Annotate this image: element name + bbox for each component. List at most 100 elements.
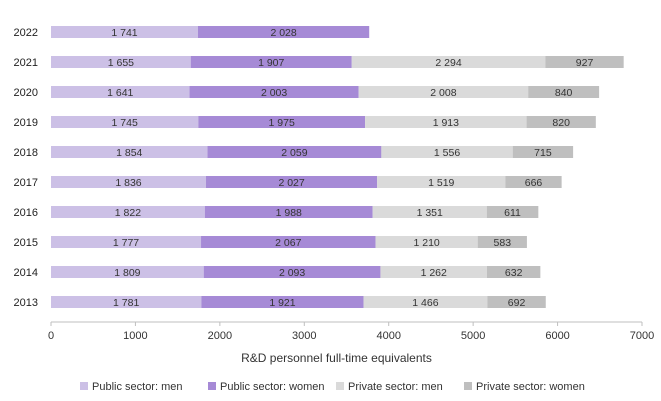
bar-segment [477,236,527,248]
data-label: 1 913 [433,117,459,129]
bar-segment [528,86,600,98]
bar-area: 1 741 2 028 1 655 1 907 2 294 927 1 641 2 003 2 … [51,26,624,309]
year-label: 2020 [14,87,38,99]
year-label: 2013 [14,297,38,309]
legend: Public sector: men Public sector: women Pr… [80,381,585,393]
bar-segment [51,236,202,248]
data-label: 1 351 [417,207,443,219]
data-label: 2 067 [275,237,301,249]
data-label: 2 008 [430,87,456,99]
data-label: 1 975 [269,117,295,129]
bar-segment [526,116,596,128]
bar-segment [51,206,205,218]
bar-segment [365,116,527,128]
data-label: 2 028 [270,27,296,39]
year-label: 2017 [14,177,38,189]
year-label: 2015 [14,237,38,249]
bar-segment [207,146,382,158]
year-label: 2019 [14,117,38,129]
bar-segment [51,26,198,38]
year-label: 2014 [14,267,38,279]
bar-segment [189,86,359,98]
data-label: 2 003 [261,87,287,99]
x-tick-label: 2000 [208,330,232,342]
data-label: 632 [505,267,523,279]
bar-segment [198,116,366,128]
x-tick-label: 7000 [630,330,654,342]
legend-label: Public sector: men [92,381,182,393]
data-label: 611 [504,207,521,219]
data-label: 1 641 [107,87,133,99]
bar-segment [381,146,513,158]
legend-label: Private sector: women [476,381,585,393]
data-label: 2 294 [435,57,461,69]
bar-segment [51,146,208,158]
bar-segment [363,296,488,308]
legend-swatch [80,382,88,390]
bar-segment [372,206,487,218]
bar-segment [486,266,541,278]
data-label: 1 519 [428,177,454,189]
data-label: 2 027 [278,177,304,189]
legend-swatch [336,382,344,390]
bar-segment [545,56,624,68]
data-label: 715 [534,147,552,159]
bar-segment [203,266,381,278]
bar-segment [51,176,207,188]
bar-segment [505,176,562,188]
legend-label: Private sector: men [348,381,443,393]
bar-segment [201,296,364,308]
bar-segment [204,206,373,218]
data-label: 1 262 [421,267,447,279]
data-label: 2 093 [279,267,305,279]
year-label: 2018 [14,147,38,159]
bar-segment [190,56,352,68]
bar-segment [375,236,478,248]
year-label: 2021 [14,57,38,69]
data-label: 1 556 [434,147,460,159]
data-label: 1 836 [115,177,141,189]
data-label: 840 [555,87,573,99]
data-label: 1 822 [115,207,141,219]
data-label: 1 655 [108,57,134,69]
x-tick-label: 4000 [376,330,400,342]
bar-segment [380,266,487,278]
bar-segment [51,86,190,98]
data-label: 927 [576,57,594,69]
bar-segment [197,26,370,38]
bar-segment [201,236,376,248]
data-label: 1 741 [111,27,137,39]
bar-segment [51,296,202,308]
x-axis-title: R&D personnel full-time equivalents [241,351,432,365]
data-label: 1 921 [269,297,295,309]
data-label: 1 809 [114,267,140,279]
data-label: 1 854 [116,147,142,159]
bar-segment [486,206,539,218]
bar-segment [487,296,546,308]
data-label: 1 777 [113,237,139,249]
data-label: 583 [494,237,512,249]
data-label: 1 781 [113,297,139,309]
x-tick-label: 0 [48,330,54,342]
x-tick-label: 5000 [461,330,485,342]
x-tick-label: 6000 [545,330,569,342]
data-label: 820 [552,117,570,129]
bar-segment [358,86,529,98]
bar-segment [206,176,378,188]
bar-segment [351,56,546,68]
data-label: 692 [508,297,526,309]
legend-swatch [208,382,216,390]
year-labels: 2022 2021 2020 2019 2018 2017 2016 2015 2014 2013 [14,27,38,309]
bar-segment [377,176,506,188]
x-axis: 0 1000 2000 3000 4000 5000 6000 7000 [48,321,654,342]
data-label: 2 059 [281,147,307,159]
bar-segment [51,116,199,128]
data-label: 1 745 [112,117,138,129]
x-tick-label: 3000 [292,330,316,342]
bar-segment [51,266,204,278]
data-label: 1 466 [412,297,438,309]
year-label: 2016 [14,207,38,219]
data-label: 666 [525,177,543,189]
x-tick-label: 1000 [123,330,147,342]
